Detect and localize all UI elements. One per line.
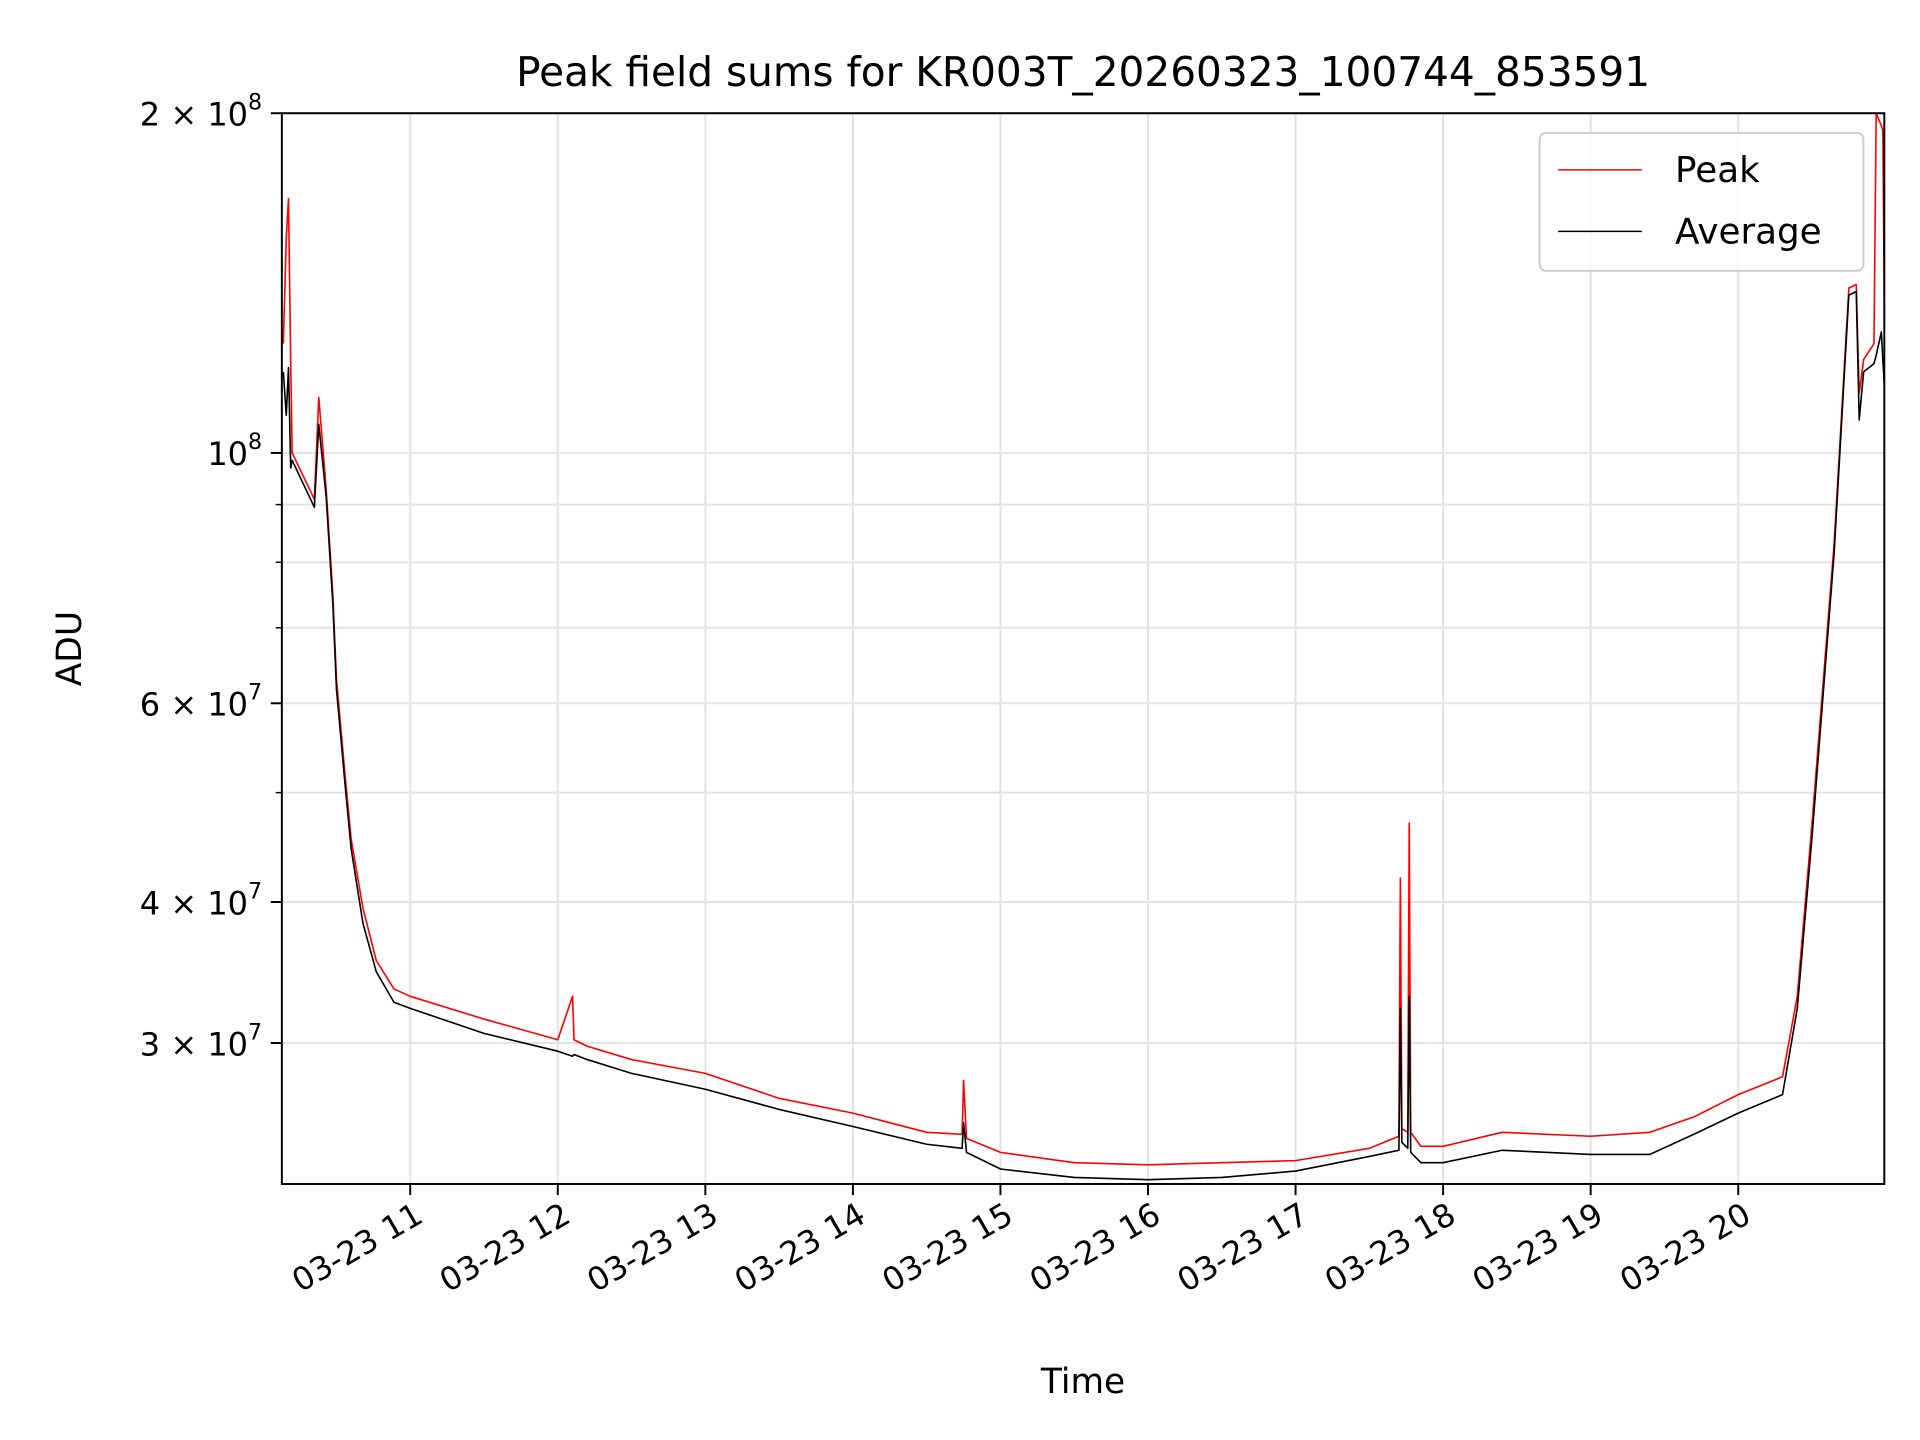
plot-frame bbox=[280, 112, 1886, 1185]
legend-label-peak: Peak bbox=[1675, 150, 1760, 191]
y-tick-label: 6 × 107 bbox=[140, 680, 262, 724]
y-tick-mantissa: 4 × 10 bbox=[140, 884, 248, 922]
y-axis-label: ADU bbox=[50, 611, 90, 686]
legend: Peak Average bbox=[1538, 131, 1865, 272]
series-line-average bbox=[282, 290, 1885, 1181]
y-tick-mantissa: 2 × 10 bbox=[140, 96, 248, 134]
y-tick-exponent: 7 bbox=[248, 680, 262, 706]
y-tick-label: 108 bbox=[207, 429, 262, 473]
series-line-peak bbox=[282, 113, 1885, 1166]
legend-box bbox=[1538, 131, 1865, 272]
chart-title: Peak field sums for KR003T_20260323_1007… bbox=[516, 48, 1650, 96]
series-lines bbox=[282, 113, 1885, 1181]
y-tick-mantissa: 10 bbox=[207, 435, 248, 473]
y-tick-label: 3 × 107 bbox=[140, 1019, 262, 1063]
y-tick-exponent: 8 bbox=[248, 90, 262, 116]
y-tick-mantissa: 6 × 10 bbox=[140, 686, 248, 724]
x-axis-label: Time bbox=[1040, 1362, 1125, 1402]
y-tick-label: 4 × 107 bbox=[140, 878, 262, 922]
legend-label-average: Average bbox=[1675, 212, 1822, 253]
y-tick-exponent: 7 bbox=[248, 878, 262, 904]
y-tick-exponent: 8 bbox=[248, 429, 262, 455]
y-tick-exponent: 7 bbox=[248, 1019, 262, 1045]
y-tick-label: 2 × 108 bbox=[140, 90, 262, 134]
y-tick-mantissa: 3 × 10 bbox=[140, 1025, 248, 1063]
